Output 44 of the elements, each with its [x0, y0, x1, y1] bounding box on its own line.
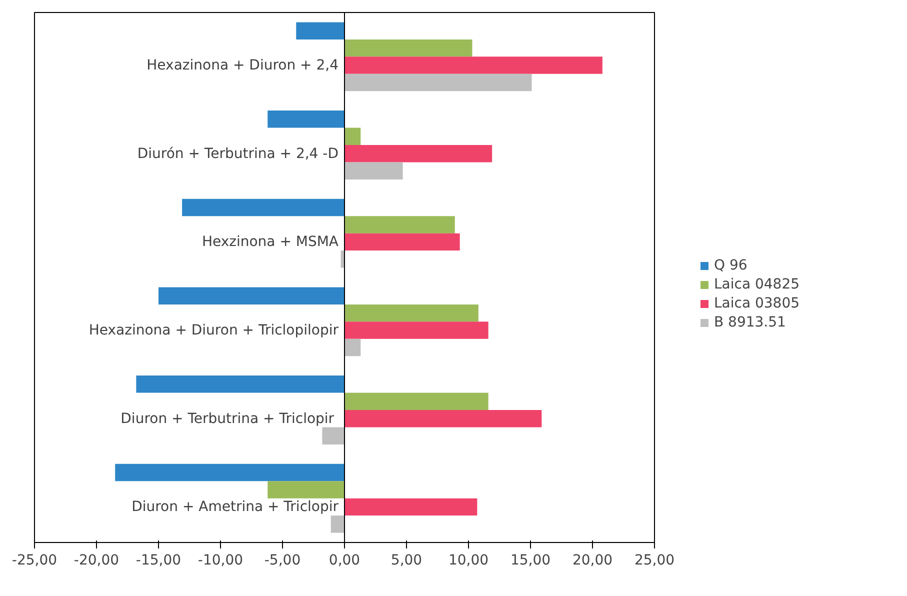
- bar: [296, 22, 344, 40]
- y-tick-label: Hexzinona + MSMA: [202, 234, 339, 250]
- y-tick-label: Diuron + Terbutrina + Triclopir: [120, 410, 334, 427]
- bar: [330, 516, 344, 533]
- bar: [344, 233, 460, 251]
- bar: [322, 427, 344, 444]
- x-tick-label: 20,00: [572, 552, 613, 568]
- bar: [344, 56, 602, 74]
- bar: [115, 464, 344, 482]
- x-tick-label: -5,00: [264, 552, 301, 568]
- bar: [344, 322, 488, 339]
- bar: [344, 74, 532, 92]
- bar: [268, 110, 344, 128]
- bar: [182, 198, 344, 216]
- y-tick-label: Diurón + Terbutrina + 2,4 -D: [137, 146, 339, 162]
- x-tick-label: -25,00: [12, 552, 58, 568]
- bar: [344, 128, 361, 145]
- x-tick-label: 5,00: [390, 552, 422, 568]
- bar: [344, 216, 455, 234]
- bar: [344, 304, 478, 322]
- x-tick-label: -15,00: [136, 552, 182, 568]
- x-tick-label: -20,00: [74, 552, 120, 568]
- x-tick-label: -10,00: [198, 552, 244, 568]
- x-tick-label: 10,00: [448, 552, 489, 568]
- x-tick-label: 0,00: [328, 552, 360, 568]
- y-tick-label: Hexazinona + Diuron + 2,4: [146, 58, 339, 74]
- bar: [344, 145, 492, 162]
- x-tick-label: 25,00: [634, 552, 675, 568]
- bar: [344, 392, 488, 410]
- legend-label: Q 96: [714, 257, 748, 273]
- bar: [136, 376, 344, 393]
- legend-label: B 8913.51: [714, 314, 786, 330]
- bar: [344, 498, 478, 516]
- bar: [158, 287, 344, 304]
- bar: [344, 39, 472, 57]
- y-tick-label: Hexazinona + Diuron + Triclopilopir: [88, 322, 339, 338]
- bar: [344, 162, 403, 180]
- legend-label: Laica 04825: [714, 276, 800, 292]
- bar: [268, 481, 344, 498]
- x-tick-label: 15,00: [510, 552, 551, 568]
- y-tick-label: Diuron + Ametrina + Triclopir: [132, 499, 339, 516]
- legend-label: Laica 03805: [714, 295, 800, 311]
- bar: [344, 338, 361, 356]
- bar: [344, 410, 542, 428]
